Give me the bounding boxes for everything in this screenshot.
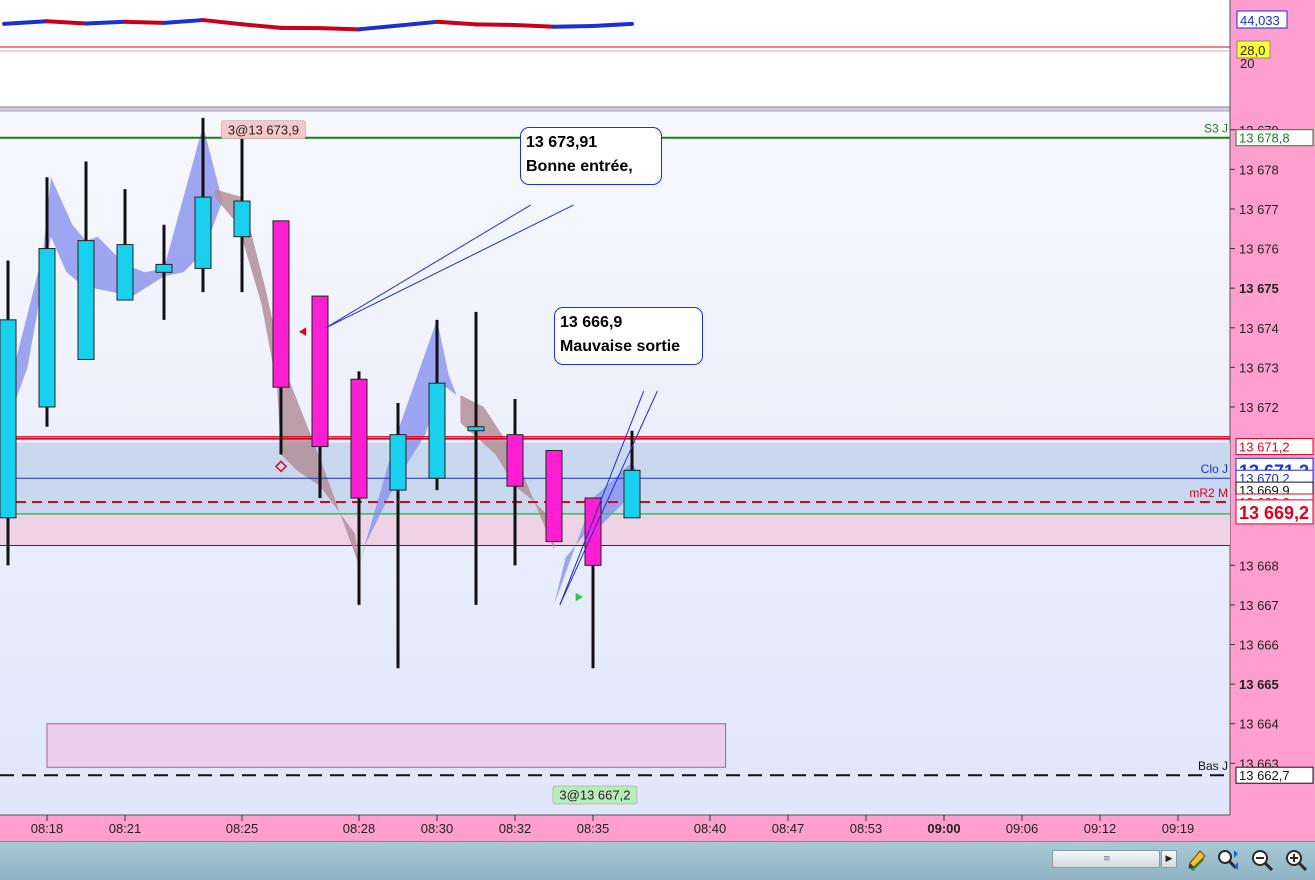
pink-zone [0, 514, 1230, 546]
indicator-segment [320, 28, 359, 29]
indicator-max-label: 44,033 [1240, 13, 1280, 28]
time-tick-label: 08:35 [577, 821, 610, 836]
price-tag: 13 678,8 [1239, 131, 1290, 146]
candle-body [273, 221, 289, 387]
price-tag: 13 669,2 [1239, 503, 1309, 523]
candle-body [117, 245, 133, 300]
exit-annotation-comment: Mauvaise sortie [560, 335, 697, 359]
time-tick-label: 08:30 [421, 821, 454, 836]
zoom-fit-icon[interactable] [1216, 848, 1240, 872]
time-tick-label: 09:12 [1084, 821, 1117, 836]
time-tick-label: 08:32 [499, 821, 532, 836]
indicator-segment [47, 21, 86, 23]
price-tick-label: 13 672 [1239, 400, 1279, 415]
time-tick-label: 09:00 [927, 821, 960, 836]
candle-body [468, 427, 484, 431]
level-label: Bas J [1198, 759, 1228, 773]
price-chart[interactable]: S3 J Clo J mR2 M Bas J 3@13 673,9 3@13 667,2… [0, 0, 1315, 841]
indicator-segment [164, 20, 203, 23]
price-tag: 13 662,7 [1239, 768, 1290, 783]
price-tick-label: 13 673 [1239, 360, 1279, 375]
candle-body [195, 197, 211, 268]
price-tick-label: 13 676 [1239, 242, 1279, 257]
indicator-segment [554, 26, 593, 27]
price-tick-label: 13 675 [1239, 281, 1279, 296]
pencil-ruler-icon[interactable] [1185, 848, 1209, 872]
indicator-segment [4, 21, 47, 24]
time-tick-label: 08:18 [31, 821, 64, 836]
entry-annotation[interactable]: 13 673,91 Bonne entrée, [520, 127, 662, 185]
time-tick-label: 08:40 [694, 821, 727, 836]
panel-separator [0, 107, 1230, 111]
price-tick-label: 13 664 [1239, 717, 1279, 732]
entry-annotation-price: 13 673,91 [526, 131, 656, 155]
zoom-out-icon[interactable] [1250, 848, 1274, 872]
candle-body [507, 435, 523, 486]
time-axis-background [0, 815, 1230, 841]
time-tick-label: 09:06 [1006, 821, 1039, 836]
candle-body [39, 249, 55, 407]
indicator-tick-label: 20 [1240, 56, 1254, 71]
candle-body [429, 383, 445, 478]
indicator-segment [476, 24, 515, 25]
chart-background [0, 0, 1315, 841]
candle-body [312, 296, 328, 446]
trade-label: 3@13 667,2 [559, 787, 630, 802]
price-tick-label: 13 667 [1239, 598, 1279, 613]
price-tick-label: 13 677 [1239, 202, 1279, 217]
price-tick-label: 13 665 [1239, 677, 1279, 692]
price-tick-label: 13 674 [1239, 321, 1279, 336]
level-label: S3 J [1204, 122, 1228, 136]
time-tick-label: 08:21 [109, 821, 142, 836]
candle-body [234, 201, 250, 237]
time-tick-label: 08:53 [850, 821, 883, 836]
indicator-segment [125, 22, 164, 23]
indicator-area [0, 0, 1230, 107]
candle-body [351, 379, 367, 498]
horizontal-scrollbar[interactable]: ≡ [1052, 850, 1160, 868]
candle-body [156, 264, 172, 272]
entry-annotation-comment: Bonne entrée, [526, 155, 656, 179]
pink-box [47, 724, 726, 768]
price-tag: 13 671,2 [1239, 440, 1290, 455]
level-label: Clo J [1201, 462, 1228, 476]
candle-body [0, 320, 16, 518]
time-tick-label: 08:47 [772, 821, 805, 836]
price-tick-label: 13 666 [1239, 638, 1279, 653]
time-tick-label: 08:25 [226, 821, 259, 836]
candle-body [624, 470, 640, 518]
zoom-in-icon[interactable] [1284, 848, 1308, 872]
scroll-right-button[interactable]: ▶ [1161, 850, 1177, 868]
price-tick-label: 13 668 [1239, 558, 1279, 573]
time-tick-label: 08:28 [343, 821, 376, 836]
trade-label: 3@13 673,9 [228, 122, 299, 137]
price-tick-label: 13 678 [1239, 162, 1279, 177]
indicator-segment [437, 22, 476, 25]
indicator-segment [593, 24, 632, 26]
exit-annotation-price: 13 666,9 [560, 311, 697, 335]
candle-body [78, 241, 94, 360]
indicator-segment [515, 25, 554, 27]
time-tick-label: 09:19 [1162, 821, 1195, 836]
candle-body [390, 435, 406, 490]
scroll-grip-icon: ≡ [1103, 854, 1111, 864]
exit-annotation[interactable]: 13 666,9 Mauvaise sortie [554, 307, 703, 365]
candle-body [546, 451, 562, 542]
indicator-segment [86, 22, 125, 24]
level-label: mR2 M [1189, 486, 1228, 500]
